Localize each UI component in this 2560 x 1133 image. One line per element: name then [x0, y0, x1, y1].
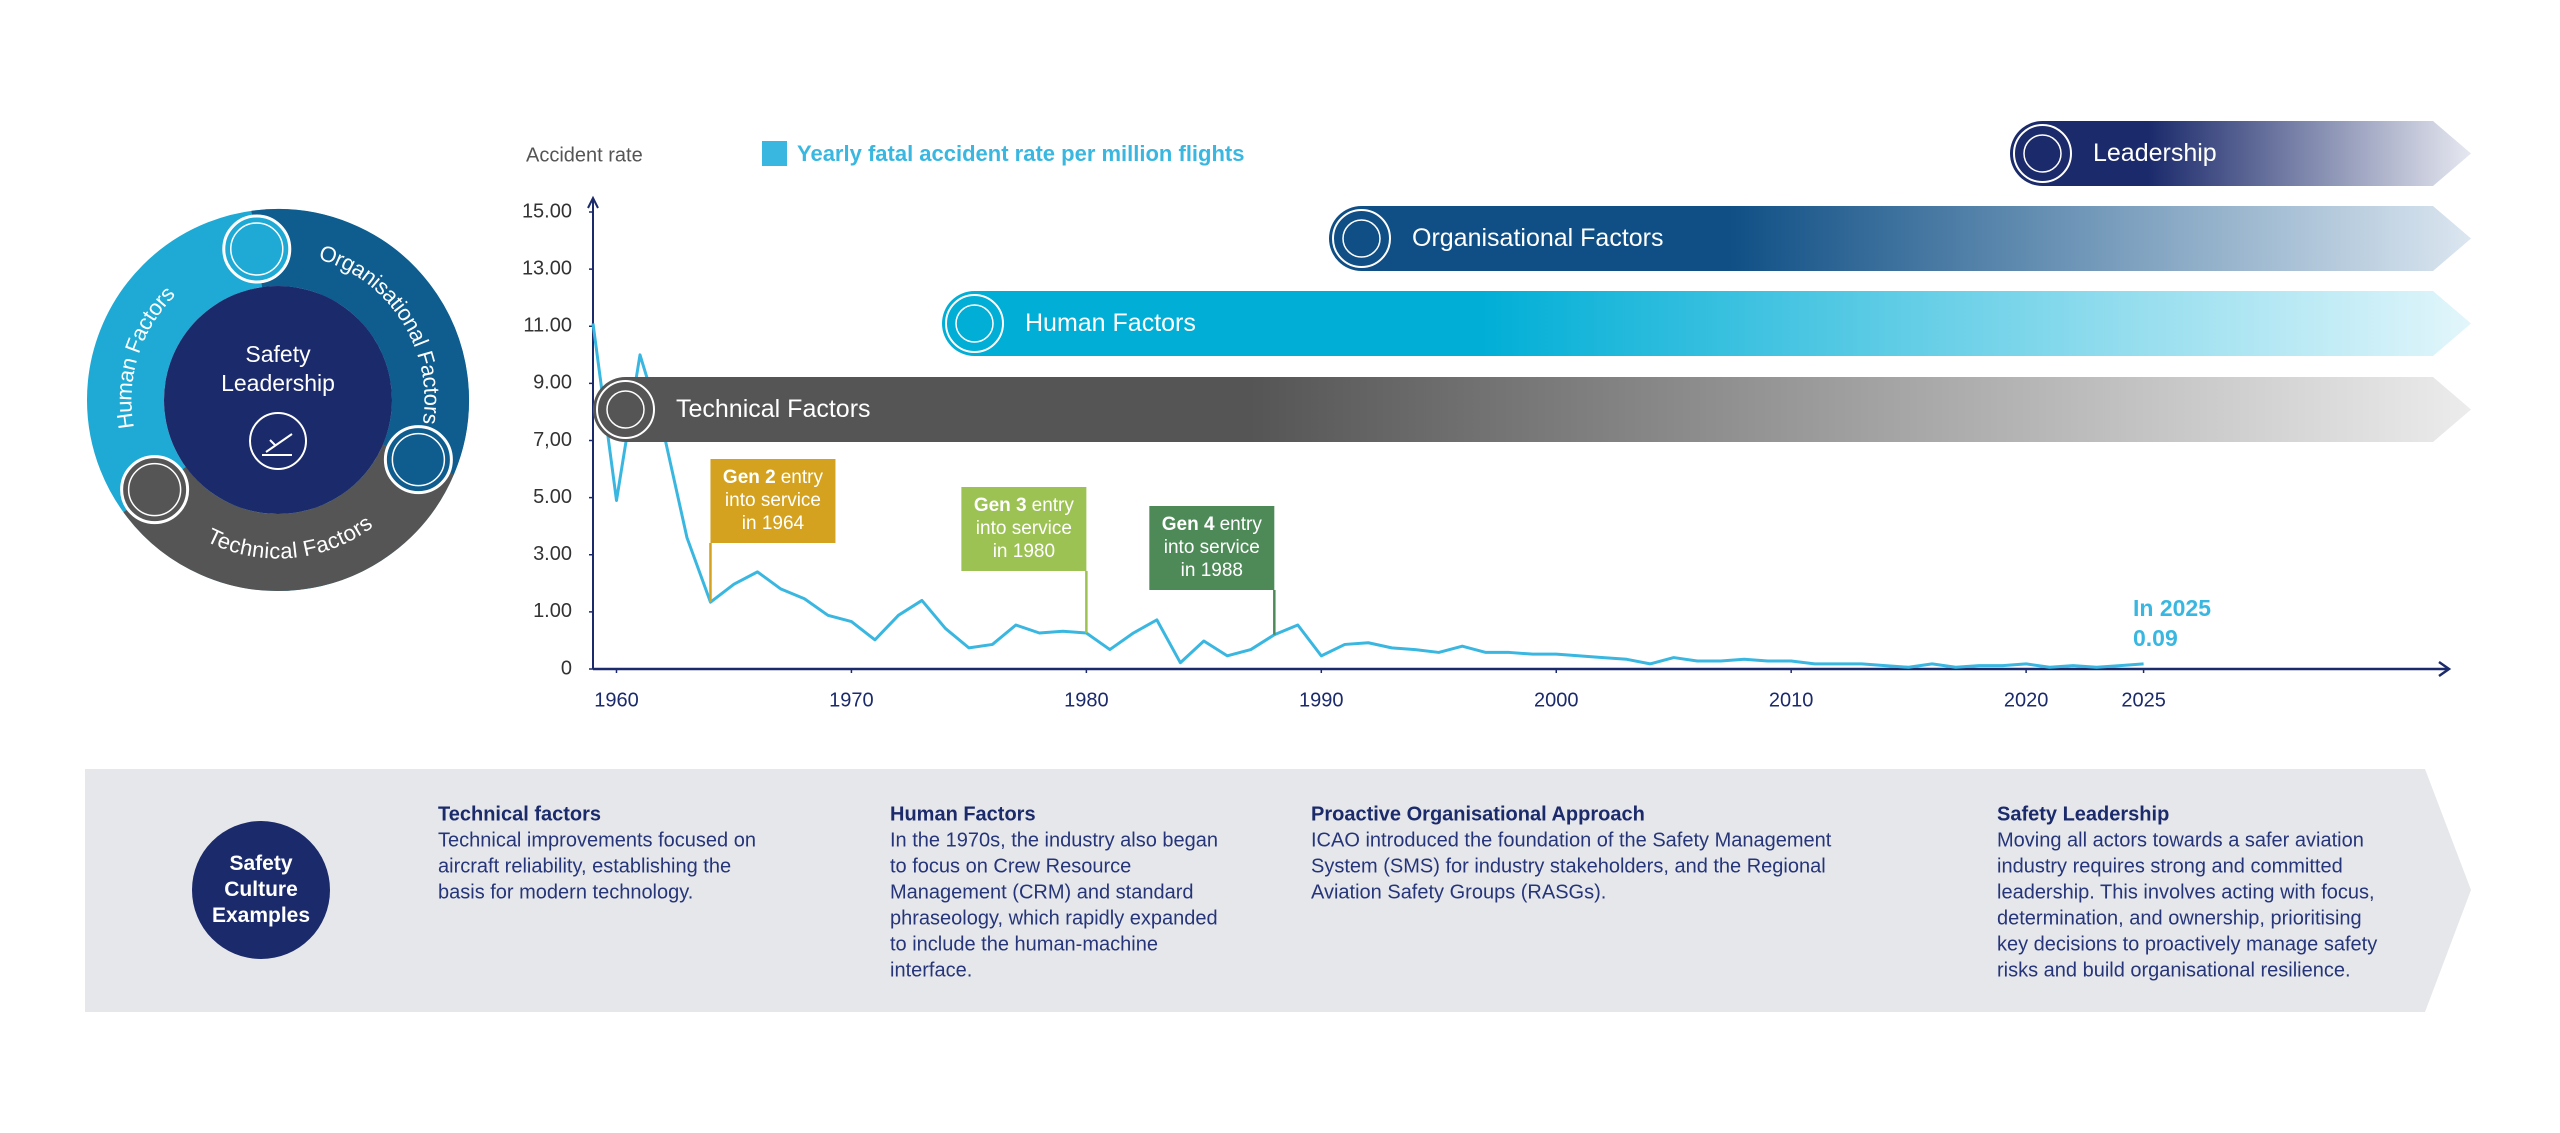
milestone-text: Gen 3 entry: [974, 495, 1075, 516]
milestone-text: in 1964: [742, 513, 805, 534]
x-tick-label: 1960: [594, 689, 639, 711]
band-icon: [945, 294, 1004, 353]
center-label: Safety Leadership: [221, 341, 335, 396]
example-heading: Human Factors: [890, 803, 1036, 825]
example-heading: Proactive Organisational Approach: [1311, 803, 1645, 825]
x-tick-label: 1980: [1064, 689, 1109, 711]
milestone-text: into service: [976, 518, 1072, 539]
example-text: ICAO introduced the foundation of the Sa…: [1311, 829, 1832, 851]
y-tick-label: 3.00: [533, 543, 572, 565]
center-circle: [164, 286, 392, 514]
milestone-box: [1149, 506, 1275, 590]
y-axis-arrow: [587, 195, 599, 209]
example-text: to focus on Crew Resource: [890, 855, 1131, 877]
x-tick-label: 2000: [1534, 689, 1579, 711]
segment-icon: [120, 455, 190, 525]
milestone-line-text: entry: [1032, 495, 1075, 516]
center-icon: [262, 433, 293, 456]
band-icon-inner: [1342, 219, 1381, 258]
example-text: interface.: [890, 959, 972, 981]
example-text: Management (CRM) and standard: [890, 881, 1193, 903]
example-text: key decisions to proactively manage safe…: [1997, 933, 2377, 955]
center-icon: [249, 412, 307, 470]
era-band: [593, 377, 2471, 442]
band-label: Leadership: [2093, 139, 2217, 167]
y-tick-label: 1.00: [533, 600, 572, 622]
milestone-title: Gen 2: [723, 467, 776, 488]
y-tick-label: 5.00: [533, 486, 572, 508]
milestone-text: Gen 4 entry: [1162, 514, 1263, 535]
milestone-line-text: entry: [781, 467, 824, 488]
segment-icon: [383, 425, 453, 495]
data-line: [591, 323, 2144, 669]
x-axis-arrow: [2438, 660, 2452, 678]
milestone-text: in 1980: [993, 541, 1055, 562]
band-icon-inner: [606, 390, 645, 429]
example-text: basis for modern technology.: [438, 881, 693, 903]
milestone-box: [961, 487, 1087, 571]
milestone-line-text: entry: [1220, 514, 1263, 535]
era-band: [2010, 121, 2471, 186]
example-heading: Safety Leadership: [1997, 803, 2169, 825]
example-text: System (SMS) for industry stakeholders, …: [1311, 855, 1826, 877]
milestone-title: Gen 3: [974, 495, 1027, 516]
band-icon-inner: [955, 304, 994, 343]
example-text: Aviation Safety Groups (RASGs).: [1311, 881, 1606, 903]
examples-panel: [85, 769, 2471, 1012]
example-text: aircraft reliability, establishing the: [438, 855, 731, 877]
y-tick-label: 13.00: [522, 257, 572, 279]
example-text: industry requires strong and committed: [1997, 855, 2343, 877]
band-label: Technical Factors: [676, 395, 871, 423]
annotation-label: In 2025: [2133, 595, 2211, 621]
segment-icon-ring: [391, 432, 446, 487]
example-heading: Technical factors: [438, 803, 601, 825]
x-tick-label: 2020: [2004, 689, 2049, 711]
band-icon-inner: [2023, 134, 2062, 173]
x-tick-label: 1970: [829, 689, 874, 711]
x-tick-label: 2010: [1769, 689, 1814, 711]
segment-icon: [222, 214, 292, 284]
example-text: Technical improvements focused on: [438, 829, 756, 851]
example-text: Moving all actors towards a safer aviati…: [1997, 829, 2364, 851]
era-band: [1329, 206, 2471, 271]
band-icon: [1332, 209, 1391, 268]
example-text: to include the human-machine: [890, 933, 1158, 955]
legend-label: Yearly fatal accident rate per million f…: [797, 141, 1244, 166]
y-tick-label: 15.00: [522, 200, 572, 222]
example-text: In the 1970s, the industry also began: [890, 829, 1218, 851]
segment-icon-ring: [230, 222, 284, 276]
ring-segment: [123, 443, 454, 591]
example-text: phraseology, which rapidly expanded: [890, 907, 1218, 929]
x-tick-label: 2025: [2121, 689, 2166, 711]
milestone-text: into service: [1164, 537, 1260, 558]
example-text: determination, and ownership, prioritisi…: [1997, 907, 2362, 929]
annotation-value: 0.09: [2133, 625, 2178, 651]
milestone-text: in 1988: [1181, 560, 1243, 581]
band-icon: [2013, 124, 2072, 183]
band-icon: [596, 380, 655, 439]
y-tick-label: 9.00: [533, 372, 572, 394]
y-tick-label: 0: [561, 657, 572, 679]
legend-swatch: [762, 141, 787, 166]
examples-title: Safety Culture Examples: [211, 852, 311, 927]
segment-icon-ring: [127, 462, 182, 517]
y-axis-label: Accident rate: [526, 144, 643, 166]
x-tick-label: 1990: [1299, 689, 1344, 711]
ring-segment: [251, 209, 469, 475]
milestone-title: Gen 4: [1162, 514, 1215, 535]
examples-badge: [192, 821, 330, 959]
band-label: Organisational Factors: [1412, 224, 1664, 252]
y-tick-label: 7,00: [533, 429, 572, 451]
milestone-text: into service: [725, 490, 821, 511]
milestone-text: Gen 2 entry: [723, 467, 824, 488]
example-text: leadership. This involves acting with fo…: [1997, 881, 2375, 903]
example-text: risks and build organisational resilienc…: [1997, 959, 2351, 981]
band-label: Human Factors: [1025, 309, 1196, 337]
y-tick-label: 11.00: [523, 315, 572, 337]
milestone-box: [710, 459, 836, 543]
era-band: [942, 291, 2471, 356]
